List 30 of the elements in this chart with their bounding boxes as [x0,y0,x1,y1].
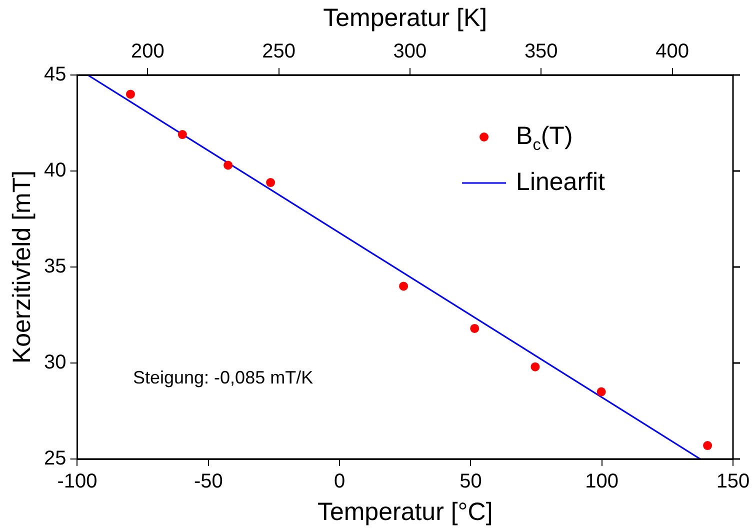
point [224,160,233,170]
y-tick-label: 30 [44,352,66,374]
y-tick-label: 40 [44,160,66,182]
point [126,90,135,99]
x-tick-label: 150 [716,470,750,493]
y-tick-label: 25 [44,448,66,470]
point [596,387,606,396]
legend-label: Linearfit [516,168,606,196]
annotation: Steigung: -0,085 mT/K [132,367,314,388]
x2-axis-title: Temperatur [K] [323,4,488,32]
point [530,362,540,372]
x2-tick-label: 200 [130,40,164,63]
y-tick-label: 35 [44,256,66,278]
y-tick-label: 45 [44,64,66,86]
x-axis-title: Temperatur [°C] [317,498,493,526]
point [266,178,276,188]
x2-tick-label: 400 [656,40,689,63]
point [703,441,712,450]
y-axis-title: Koerzitivfeld [mT] [8,170,36,364]
point [399,282,408,291]
x2-tick-label: 250 [262,40,296,63]
point [470,324,480,333]
x-tick-label: -100 [57,470,98,493]
x-tick-label: -50 [194,470,223,493]
x-tick-label: 0 [334,470,346,493]
x-tick-label: 100 [585,470,619,493]
x2-tick-label: 300 [393,40,427,63]
x-tick-label: 50 [460,470,482,493]
x2-tick-label: 350 [524,40,558,63]
point [178,130,187,140]
